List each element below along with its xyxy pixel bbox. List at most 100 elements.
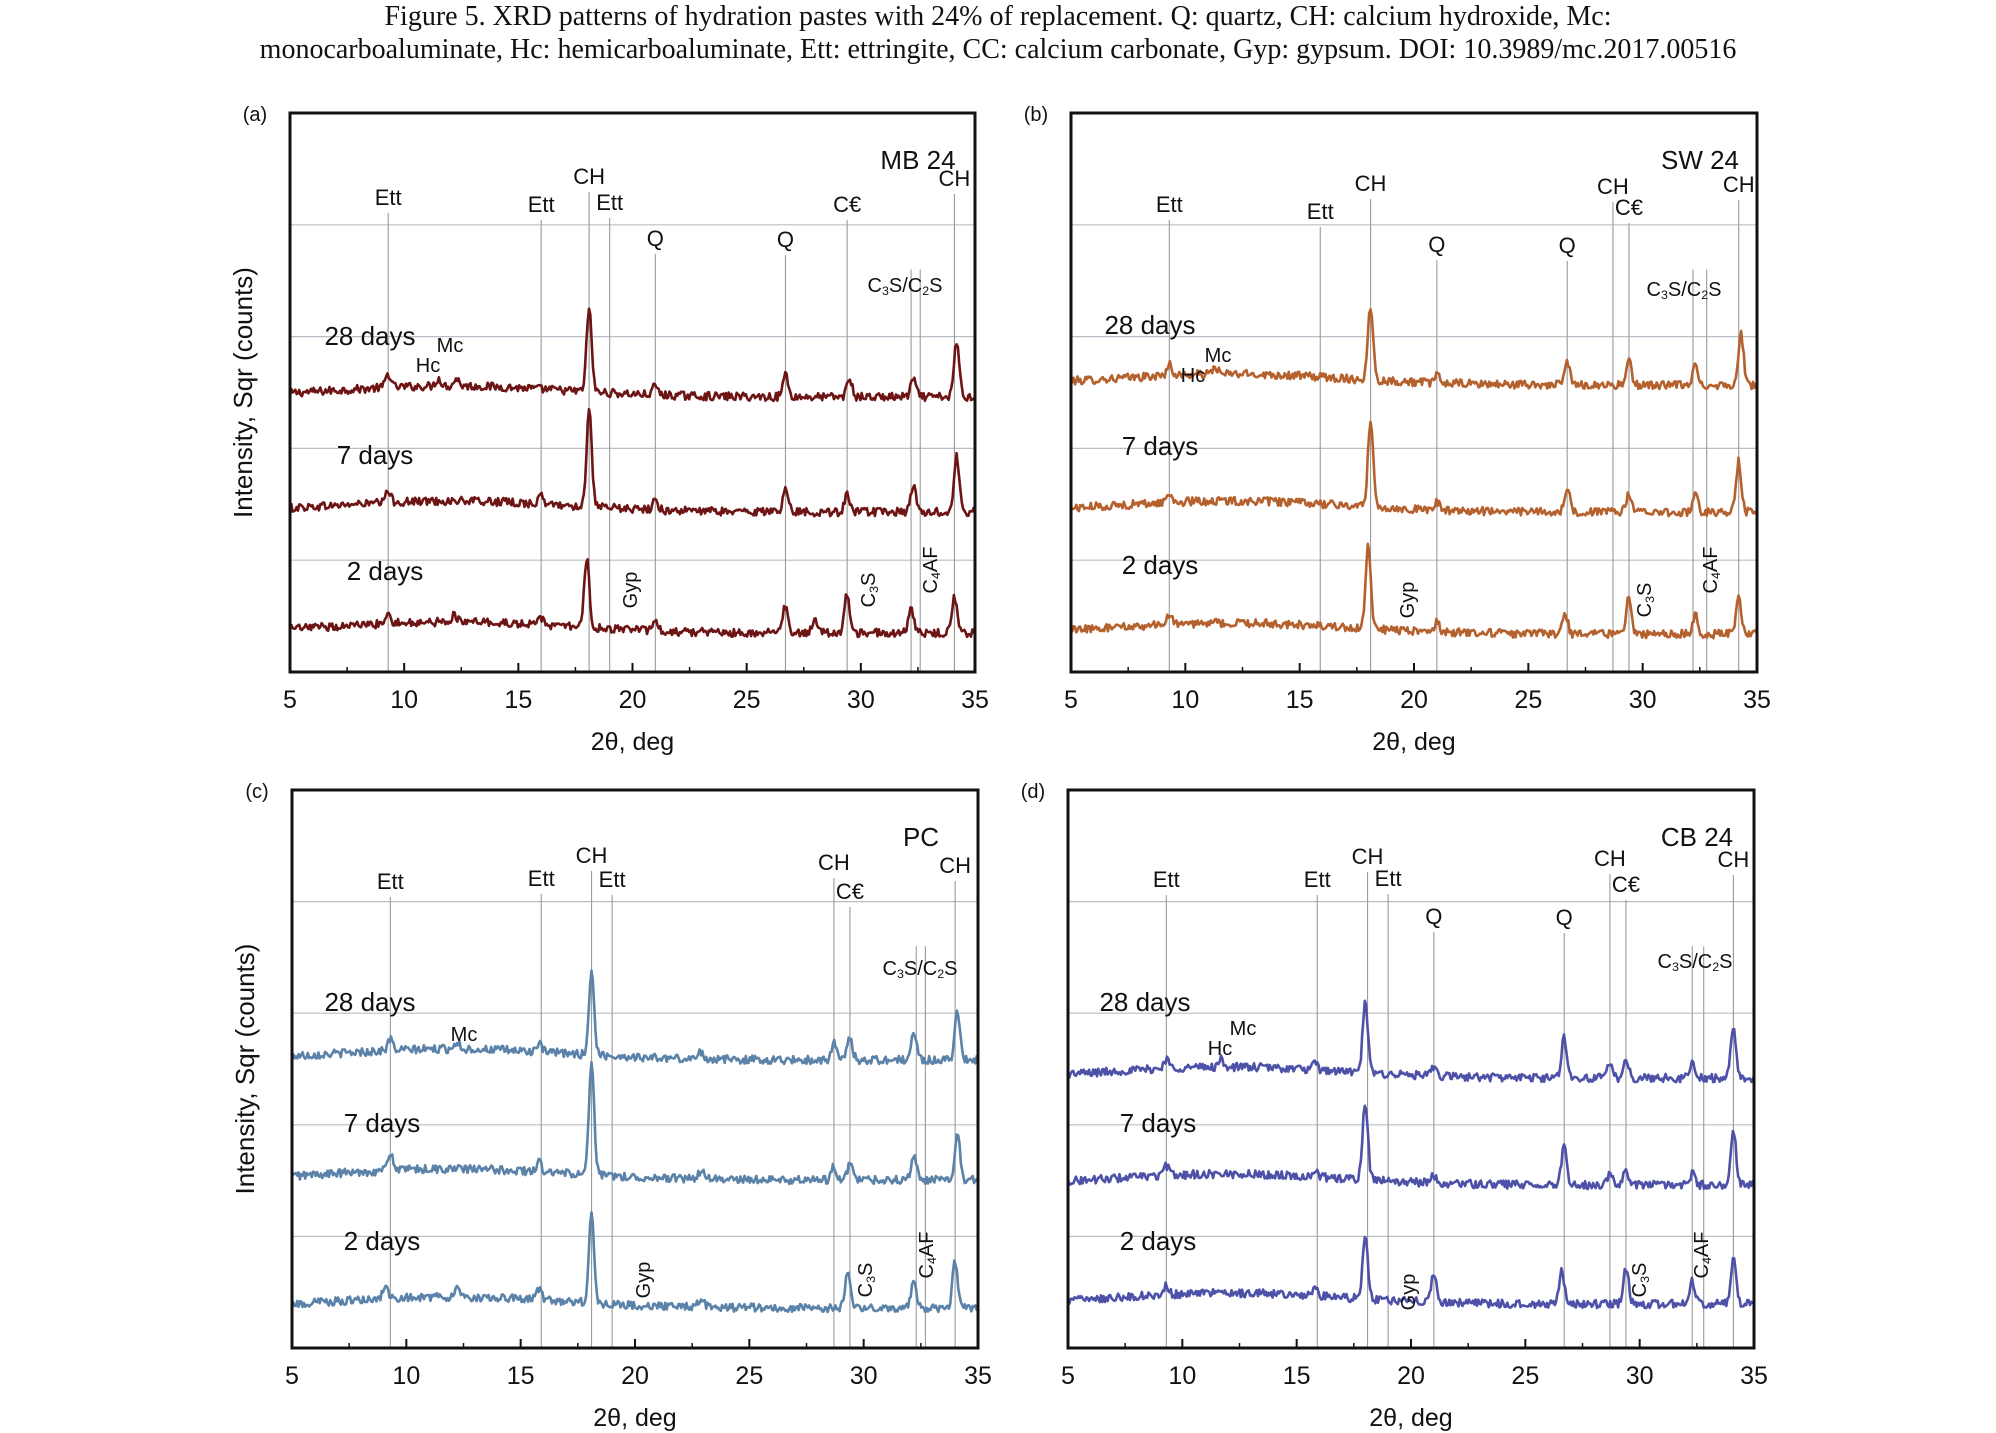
c3s-annotation: C3S [1629, 1263, 1652, 1298]
series-label: 28 days [324, 987, 415, 1017]
gyp-annotation: Gyp [1397, 582, 1419, 619]
reference-label: Ett [596, 190, 623, 215]
x-tick-label: 20 [1400, 686, 1428, 714]
x-tick-label: 5 [1064, 686, 1078, 714]
figure-caption: Figure 5. XRD patterns of hydration past… [0, 0, 1996, 66]
phase-annotation: Hc [416, 355, 440, 377]
c4af-annotation: C4AF [1691, 1232, 1714, 1279]
x-tick-label: 10 [1168, 1362, 1196, 1390]
gyp-annotation: Gyp [1398, 1274, 1420, 1311]
reference-label: CH [818, 850, 850, 875]
x-tick-label: 25 [735, 1362, 763, 1390]
series-label: 28 days [1104, 310, 1195, 340]
c3s-annotation: C3S [855, 1263, 878, 1298]
series-label: 2 days [344, 1226, 421, 1256]
c3s-annotation: C3S [1634, 583, 1657, 618]
reference-label: Q [1425, 904, 1442, 929]
pattern-2-days [291, 1211, 980, 1314]
caption-line-1: Figure 5. XRD patterns of hydration past… [384, 1, 1612, 32]
reference-label: Ett [1156, 192, 1183, 217]
sample-label: MB 24 [880, 145, 955, 175]
reference-label: Ett [377, 869, 404, 894]
x-tick-label: 25 [733, 686, 761, 714]
c3s-c2s-annotation: C3S/C2S [883, 958, 958, 981]
phase-annotation: Mc [1205, 345, 1232, 367]
series-label: 7 days [344, 1108, 421, 1138]
pattern-7-days [1069, 420, 1758, 518]
pattern-28-days [288, 307, 976, 403]
x-tick-label: 10 [392, 1362, 420, 1390]
sample-label: CB 24 [1661, 822, 1733, 852]
panel-letter: (a) [243, 104, 267, 126]
x-axis-label: 2θ, deg [593, 1404, 676, 1432]
x-tick-label: 35 [1743, 686, 1771, 714]
reference-label: CH [1597, 174, 1629, 199]
reference-label: C€ [1615, 195, 1643, 220]
reference-label: C€ [1612, 872, 1640, 897]
series-label: 7 days [1122, 431, 1199, 461]
reference-label: CH [576, 843, 608, 868]
series-label: 28 days [324, 321, 415, 351]
x-tick-label: 10 [390, 686, 418, 714]
series-label: 7 days [337, 440, 414, 470]
reference-label: CH [939, 853, 971, 878]
reference-label: CH [1594, 846, 1626, 871]
phase-annotation: Mc [1230, 1018, 1257, 1040]
x-axis-label: 2θ, deg [1372, 728, 1455, 756]
phase-annotation: Hc [1181, 365, 1205, 387]
reference-label: Q [777, 227, 794, 252]
c3s-c2s-annotation: C3S/C2S [1647, 279, 1722, 302]
reference-label: CH [1355, 171, 1387, 196]
reference-label: Q [1428, 232, 1445, 257]
x-tick-label: 25 [1514, 686, 1542, 714]
reference-label: Q [1556, 905, 1573, 930]
pattern-2-days [1069, 542, 1759, 640]
c3s-c2s-annotation: C3S/C2S [1658, 951, 1733, 974]
reference-label: Ett [1375, 866, 1402, 891]
c4af-annotation: C4AF [916, 1232, 939, 1279]
gyp-annotation: Gyp [633, 1262, 655, 1299]
x-tick-label: 30 [847, 686, 875, 714]
x-tick-label: 15 [507, 1362, 535, 1390]
x-tick-label: 5 [283, 686, 297, 714]
x-axis-label: 2θ, deg [591, 728, 674, 756]
y-axis-label: Intensity, Sqr (counts) [228, 267, 258, 518]
reference-label: C€ [833, 192, 861, 217]
x-tick-label: 5 [285, 1362, 299, 1390]
reference-label: CH [939, 166, 971, 191]
x-tick-label: 25 [1511, 1362, 1539, 1390]
series-label: 2 days [1120, 1226, 1197, 1256]
reference-label: Ett [1153, 867, 1180, 892]
reference-label: C€ [836, 879, 864, 904]
x-tick-label: 20 [621, 1362, 649, 1390]
x-tick-label: 15 [504, 686, 532, 714]
panel-letter: (c) [245, 781, 268, 803]
sample-label: SW 24 [1661, 145, 1739, 175]
pattern-7-days [291, 1060, 979, 1186]
series-label: 7 days [1120, 1108, 1197, 1138]
pattern-28-days [1069, 308, 1758, 391]
x-tick-label: 20 [1397, 1362, 1425, 1390]
phase-annotation: Mc [451, 1024, 478, 1046]
x-tick-label: 5 [1061, 1362, 1075, 1390]
panel-letter: (d) [1021, 781, 1045, 803]
phase-annotation: Mc [437, 335, 464, 357]
c3s-annotation: C3S [858, 573, 881, 608]
x-tick-label: 15 [1283, 1362, 1311, 1390]
reference-label: CH [1723, 172, 1755, 197]
x-tick-label: 30 [850, 1362, 878, 1390]
pattern-28-days [291, 969, 980, 1066]
x-tick-label: 30 [1626, 1362, 1654, 1390]
reference-label: Ett [599, 867, 626, 892]
x-tick-label: 35 [961, 686, 989, 714]
x-tick-label: 35 [1740, 1362, 1768, 1390]
x-tick-label: 20 [619, 686, 647, 714]
reference-label: Q [1559, 233, 1576, 258]
phase-annotation: Hc [1208, 1038, 1232, 1060]
reference-label: CH [1718, 847, 1750, 872]
pattern-2-days [1066, 1235, 1755, 1310]
pattern-2-days [288, 558, 977, 639]
c3s-c2s-annotation: C3S/C2S [868, 275, 943, 298]
